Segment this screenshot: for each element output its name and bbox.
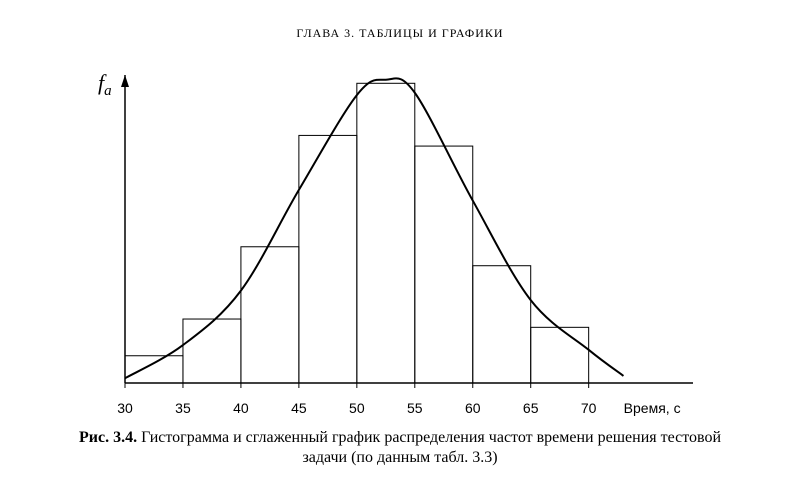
bar — [472, 265, 532, 384]
x-tick-label: 40 — [233, 400, 249, 416]
running-header: ГЛАВА 3. ТАБЛИЦЫ И ГРАФИКИ — [296, 26, 503, 40]
bar — [530, 326, 590, 384]
x-tick-label: 50 — [349, 400, 365, 416]
bar — [124, 355, 184, 384]
x-tick-label: 55 — [407, 400, 423, 416]
bar — [414, 145, 474, 384]
caption-text: Гистограмма и сглаженный график распреде… — [141, 429, 721, 466]
bar — [356, 82, 416, 384]
x-tick-label: 65 — [523, 400, 539, 416]
chart: ГЛАВА 3. ТАБЛИЦЫ И ГРАФИКИ fa 30 35 40 45 50… — [98, 26, 693, 416]
x-tick-label: 30 — [117, 400, 133, 416]
smoothed-curve — [124, 77, 625, 380]
x-tick-label: 60 — [465, 400, 481, 416]
y-label-sub: a — [104, 83, 112, 99]
caption-label: Рис. 3.4. — [78, 429, 138, 446]
y-label-main: f — [98, 70, 107, 95]
y-axis-arrow — [121, 75, 129, 87]
x-tick-label: 35 — [175, 400, 191, 416]
bar — [182, 318, 242, 384]
x-tick-label: 45 — [291, 400, 307, 416]
y-axis-label: fa — [98, 70, 112, 99]
bar — [240, 246, 300, 384]
caption: Рис. 3.4. Гистограмма и сглаженный графи… — [60, 428, 740, 468]
bar — [298, 134, 358, 384]
x-axis-label: Время, с — [624, 400, 681, 416]
x-tick-label: 70 — [581, 400, 597, 416]
